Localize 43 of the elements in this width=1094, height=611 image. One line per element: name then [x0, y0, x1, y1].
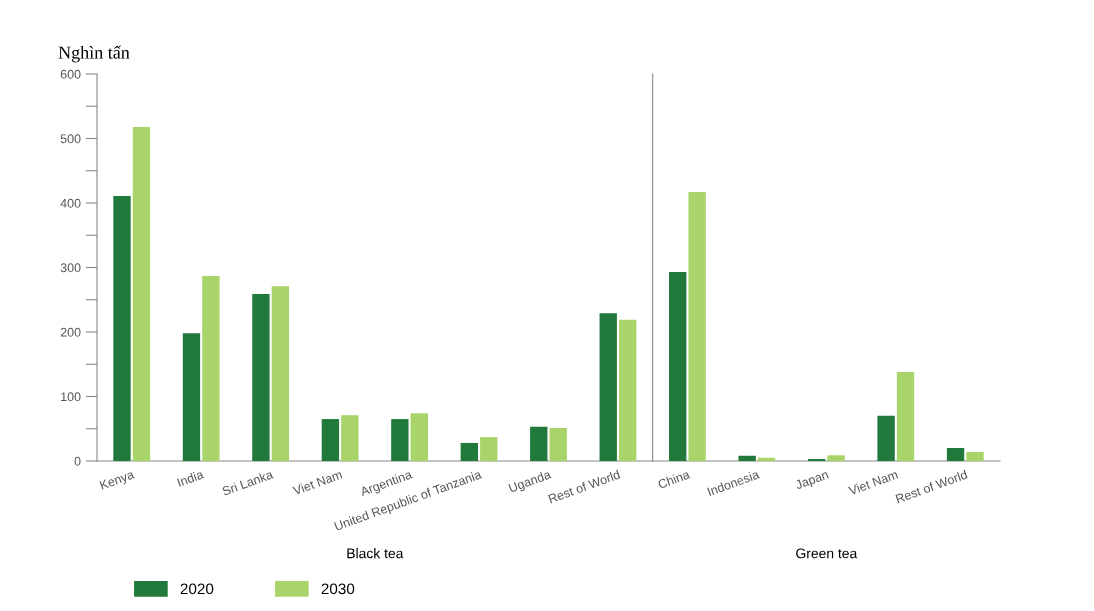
x-tick-label: Japan	[794, 470, 830, 492]
bar	[896, 371, 915, 461]
x-tick-label: Kenya	[99, 469, 136, 493]
bar	[966, 451, 984, 461]
y-tick-label: 600	[60, 69, 81, 79]
y-tick-label: 500	[60, 134, 81, 144]
y-tick-label: 0	[74, 456, 81, 466]
bar	[688, 192, 706, 461]
bar	[113, 195, 131, 461]
x-tick-label: Viet Nam	[292, 469, 343, 496]
bar	[132, 126, 151, 461]
x-tick-label: China	[657, 469, 691, 489]
bar	[827, 455, 845, 461]
legend-label: 2020	[180, 583, 214, 595]
y-tick-label: 100	[61, 392, 81, 402]
bar	[182, 333, 201, 461]
y-axis-title: Nghìn tấn	[58, 45, 130, 63]
x-axis-title: Green tea	[796, 548, 858, 559]
legend-label: 2030	[321, 583, 355, 595]
bar	[271, 286, 290, 461]
x-axis-title: Black tea	[347, 548, 404, 559]
bar	[738, 455, 756, 461]
y-tick-label: 300	[60, 263, 81, 273]
bar	[321, 419, 340, 461]
bar	[252, 293, 270, 461]
bar	[460, 442, 478, 461]
bar	[669, 272, 687, 461]
bar	[757, 457, 776, 461]
bar	[480, 437, 498, 461]
bar	[341, 415, 359, 461]
bar	[530, 426, 548, 461]
y-tick-label: 400	[60, 198, 81, 208]
bar	[410, 413, 428, 461]
x-tick-label: India	[176, 469, 205, 487]
bar	[599, 313, 617, 461]
bar	[202, 275, 220, 461]
x-tick-label: Sri Lanka	[221, 469, 274, 496]
bar	[549, 428, 567, 461]
bar	[877, 415, 895, 461]
bar	[619, 319, 637, 461]
y-tick-label: 200	[60, 327, 81, 337]
bar	[391, 419, 409, 461]
bar	[946, 448, 965, 461]
